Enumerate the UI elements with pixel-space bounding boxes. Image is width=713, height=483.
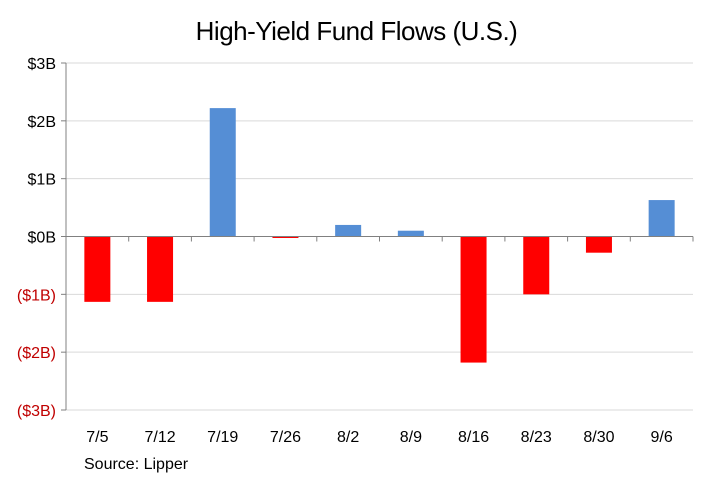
y-tick-label: ($1B)	[17, 287, 56, 304]
y-tick-label: $1B	[28, 172, 56, 189]
y-tick-label: $0B	[28, 230, 56, 247]
y-tick-label: ($2B)	[17, 345, 56, 362]
bar-7-12	[147, 236, 174, 302]
bar-8-9	[397, 230, 424, 237]
y-tick-label: $2B	[28, 114, 56, 131]
x-tick-label: 7/12	[144, 429, 175, 446]
bar-7-19	[209, 108, 236, 237]
bar-9-6	[648, 200, 675, 237]
source-note: Source: Lipper	[84, 456, 189, 473]
axes	[61, 62, 694, 411]
x-tick-label: 8/23	[521, 429, 552, 446]
chart-title: High-Yield Fund Flows (U.S.)	[195, 16, 518, 46]
x-tick-label: 9/6	[651, 429, 673, 446]
y-tick-label: ($3B)	[17, 403, 56, 420]
bar-8-2	[335, 224, 362, 237]
x-tick-label: 8/16	[458, 429, 489, 446]
bar-7-5	[84, 236, 111, 302]
tick-labels: $3B $2B $1B $0B ($1B) ($2B) ($3B) 7/5 7/12 7/19 7/…	[17, 56, 673, 446]
x-tick-label: 7/19	[207, 429, 238, 446]
bar-7-26	[272, 236, 299, 238]
x-tick-label: 8/9	[400, 429, 422, 446]
bar-8-23	[523, 236, 550, 295]
bar-8-16	[460, 236, 487, 363]
bars	[84, 108, 675, 363]
x-tick-label: 7/26	[270, 429, 301, 446]
x-tick-label: 8/2	[337, 429, 359, 446]
x-tick-label: 8/30	[583, 429, 614, 446]
bar-8-30	[585, 236, 612, 253]
x-tick-label: 7/5	[86, 429, 108, 446]
y-tick-label: $3B	[28, 56, 56, 73]
